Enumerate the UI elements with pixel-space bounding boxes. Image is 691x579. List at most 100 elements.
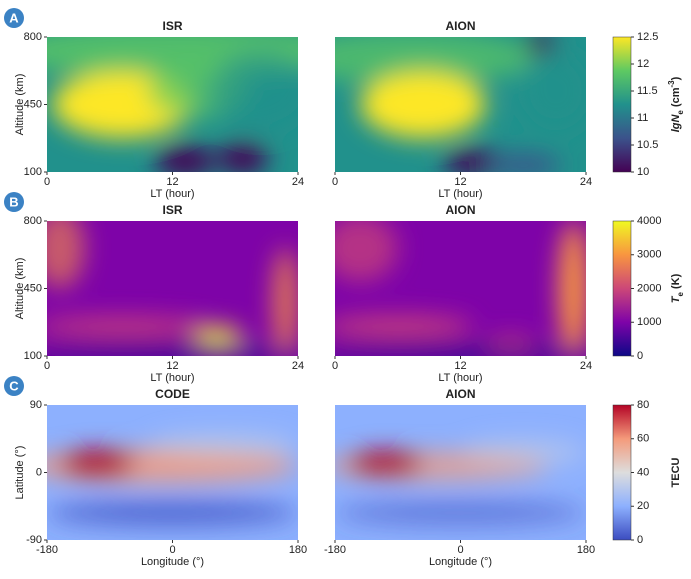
colorbar-tick-label: 11	[637, 112, 648, 124]
heatmap-blobs	[335, 438, 586, 527]
heatmap-bg	[47, 221, 298, 356]
colorbar-label-part: lgN	[670, 114, 682, 133]
heatmap-blobs	[47, 432, 298, 527]
heatmap-blob	[460, 438, 586, 466]
heatmap-blobs	[335, 37, 586, 172]
colorbar-tick-label: 80	[637, 399, 649, 411]
y-tick-label: 450	[24, 98, 42, 110]
y-tick-label: -90	[26, 534, 42, 546]
x-tick-label: 24	[292, 360, 304, 372]
colorbar-tick-label: 0	[637, 350, 643, 362]
panel-label: C	[9, 378, 19, 393]
x-axis-label: Longitude (°)	[141, 556, 204, 568]
x-tick-label: 12	[454, 360, 466, 372]
x-tick-label: 24	[580, 360, 592, 372]
x-tick-label: 24	[580, 176, 592, 188]
y-tick-label: 800	[24, 31, 42, 43]
colorbar-tick-label: 20	[637, 500, 649, 512]
panel-label: B	[9, 194, 18, 209]
colorbar-tick-label: 3000	[637, 249, 661, 261]
x-tick-label: -180	[324, 544, 346, 556]
colorbar-label-part: )	[670, 76, 682, 80]
heatmap-field	[335, 221, 586, 356]
heatmap-blobs	[335, 221, 586, 356]
heatmap-field	[47, 405, 298, 540]
x-axis-label: LT (hour)	[438, 372, 482, 384]
panel-label-badge	[4, 192, 24, 212]
colorbar-tick-label: 0	[637, 534, 643, 546]
x-tick-label: 180	[577, 544, 595, 556]
heatmap-blob	[335, 37, 536, 85]
heatmap-blob	[47, 499, 298, 527]
colorbar	[612, 36, 632, 173]
heatmap-blob	[360, 70, 486, 139]
x-axis-label: LT (hour)	[150, 372, 194, 384]
heatmap-blobs	[47, 221, 298, 356]
colorbar-label-part: (cm	[670, 87, 682, 110]
x-tick-label: 180	[289, 544, 307, 556]
y-tick-label: 800	[24, 215, 42, 227]
colorbar-label-part: -3	[667, 80, 676, 88]
panel-title: AION	[446, 19, 476, 33]
heatmap-blob	[347, 450, 423, 476]
x-tick-label: 0	[332, 360, 338, 372]
colorbar-tick-label: 4000	[637, 215, 661, 227]
panel-title: ISR	[162, 19, 182, 33]
panel-label: A	[9, 10, 19, 25]
y-axis-label: Altitude (km)	[14, 258, 26, 320]
colorbar-label-part: T	[670, 295, 682, 303]
colorbar-label: TECU	[670, 457, 682, 487]
heatmap-blob	[47, 221, 85, 289]
colorbar-label-part: (K)	[670, 273, 682, 292]
heatmap-blob	[518, 50, 586, 132]
x-axis-label: Longitude (°)	[429, 556, 492, 568]
colorbar-tick-label: 2000	[637, 282, 661, 294]
colorbar-tick-label: 1000	[637, 316, 661, 328]
colorbar	[612, 404, 632, 541]
heatmap-blob	[485, 335, 536, 350]
heatmap-blob	[47, 346, 298, 356]
heatmap-blob	[272, 248, 298, 356]
x-tick-label: 12	[454, 176, 466, 188]
panel-label-badge	[4, 8, 24, 28]
heatmap-blob	[558, 221, 586, 356]
x-axis-label: LT (hour)	[438, 188, 482, 200]
heatmap-blob	[154, 145, 216, 172]
x-tick-label: 24	[292, 176, 304, 188]
heatmap-blob	[335, 499, 586, 527]
y-tick-label: 90	[30, 399, 42, 411]
x-tick-label: 12	[166, 176, 178, 188]
x-tick-label: 0	[169, 544, 175, 556]
heatmap-field	[335, 37, 586, 172]
colorbar-label: Te (K)	[670, 273, 685, 303]
y-tick-label: 0	[36, 466, 42, 478]
panel-title: CODE	[155, 387, 190, 401]
x-tick-label: 12	[166, 360, 178, 372]
x-tick-label: 0	[44, 360, 50, 372]
heatmap-blob	[192, 326, 243, 346]
heatmap-blob	[335, 221, 398, 282]
heatmap-blob	[147, 432, 298, 459]
x-tick-label: 0	[44, 176, 50, 188]
colorbar-label: lgNe (cm-3)	[667, 76, 685, 132]
heatmap-blobs	[47, 37, 298, 172]
heatmap-blob	[47, 316, 211, 336]
panel-title: AION	[446, 203, 476, 217]
x-tick-label: -180	[36, 544, 58, 556]
heatmap-field	[47, 37, 298, 172]
y-axis-label: Latitude (°)	[14, 446, 26, 500]
heatmap-blob	[335, 315, 474, 338]
colorbar	[612, 220, 632, 357]
heatmap-blob	[525, 37, 556, 55]
y-axis-label: Altitude (km)	[14, 74, 26, 136]
heatmap-field	[335, 405, 586, 540]
x-tick-label: 0	[457, 544, 463, 556]
colorbar-tick-label: 60	[637, 433, 649, 445]
heatmap-blob	[335, 346, 586, 356]
y-tick-label: 450	[24, 282, 42, 294]
heatmap-blob	[210, 50, 298, 132]
colorbar-tick-label: 12	[637, 58, 649, 70]
colorbar-tick-label: 10	[637, 166, 649, 178]
colorbar-tick-label: 12.5	[637, 31, 658, 43]
